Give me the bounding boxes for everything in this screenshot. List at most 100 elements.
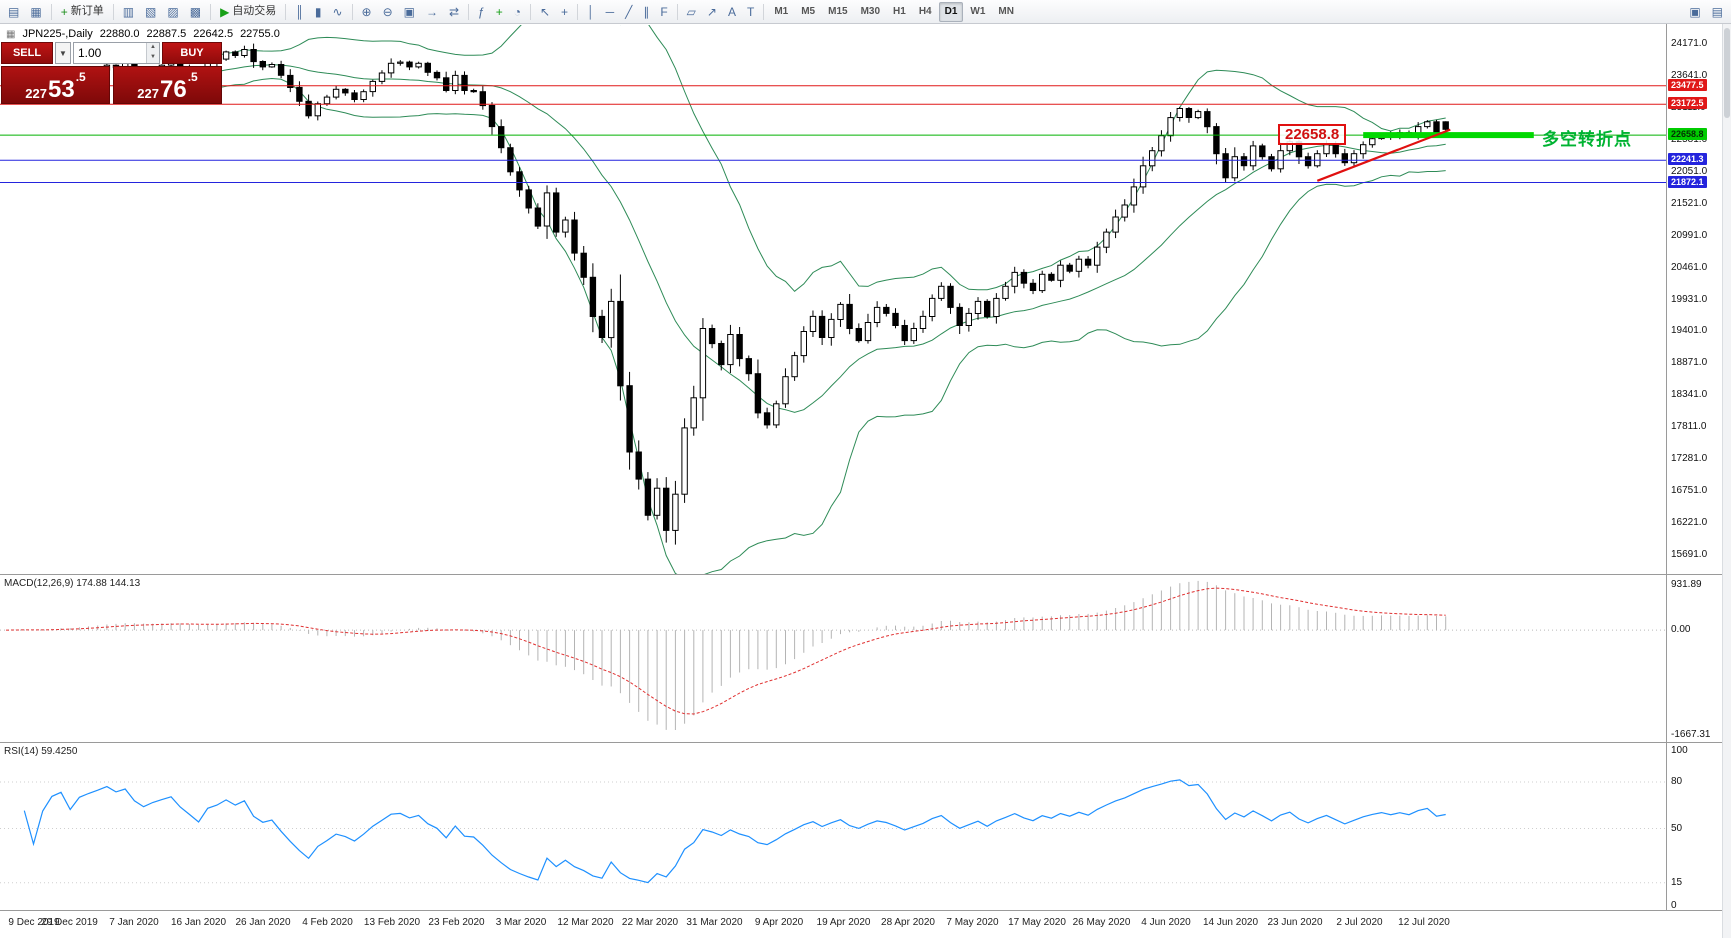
toolbar-separator — [763, 3, 765, 20]
timeframe-m5-button[interactable]: M5 — [801, 5, 816, 17]
buy-price-frac: .5 — [187, 70, 198, 84]
chart-profiles-icon[interactable]: ▦ — [30, 4, 42, 19]
window-list-icon[interactable]: ▤ — [1711, 4, 1723, 19]
volume-field: ▲ ▼ — [73, 42, 160, 64]
timeframe-m30-button[interactable]: M30 — [860, 5, 881, 17]
macd-axis-max-label: 931.89 — [1671, 579, 1702, 590]
vertical-scrollbar[interactable] — [1722, 24, 1731, 938]
autotrading-button[interactable]: ▶ 自动交易 — [220, 4, 277, 19]
toolbar-separator — [468, 3, 470, 20]
date-axis-label: 13 Feb 2020 — [363, 917, 421, 928]
timeframe-m15-button[interactable]: M15 — [828, 5, 848, 17]
price-axis-label: 18341.0 — [1671, 389, 1708, 401]
volume-down-button[interactable]: ▼ — [147, 53, 159, 63]
timeframe-m1-button[interactable]: M1 — [774, 5, 789, 17]
indicators-icon[interactable]: ƒ — [478, 4, 485, 19]
volume-spinner: ▲ ▼ — [146, 43, 159, 63]
price-axis-label: 21521.0 — [1671, 197, 1708, 209]
trend-line[interactable] — [1316, 128, 1451, 182]
vertical-line-icon[interactable]: │ — [587, 4, 595, 19]
date-axis-label: 28 Apr 2020 — [881, 917, 935, 928]
pivot-highlight-bar[interactable] — [1363, 132, 1534, 139]
rsi-indicator-label: RSI(14) 59.4250 — [4, 746, 78, 757]
rsi-axis-label: 80 — [1671, 776, 1683, 787]
macd-signal-line — [5, 587, 1446, 715]
crosshair-icon[interactable]: + — [561, 4, 569, 19]
timeframe-d1-button[interactable]: D1 — [938, 1, 964, 22]
scrollbar-thumb[interactable] — [1724, 28, 1730, 118]
pivot-annotation-text: 多空转折点 — [1542, 130, 1632, 149]
chart-close-value: 22755.0 — [240, 28, 280, 40]
chart-shift-icon[interactable]: ⇄ — [448, 4, 460, 19]
zoom-in-icon[interactable]: ⊕ — [361, 4, 372, 19]
sell-price-big: 53 — [47, 75, 75, 103]
channel-icon[interactable]: ∥ — [643, 4, 650, 19]
new-order-button[interactable]: + 新订单 — [60, 4, 104, 19]
timeframe-w1-button[interactable]: W1 — [970, 5, 986, 17]
sell-price-frac: .5 — [75, 70, 86, 84]
date-axis-label: 19 Apr 2020 — [816, 917, 871, 928]
main-chart-layer — [0, 25, 1666, 574]
trendline-icon[interactable]: ╱ — [625, 4, 633, 19]
timeframe-h1-button[interactable]: H1 — [893, 5, 906, 17]
date-axis-label: 17 May 2020 — [1008, 917, 1066, 928]
text-label-icon[interactable]: T — [746, 4, 755, 19]
rsi-line — [23, 779, 1446, 884]
rsi-axis-label: 0 — [1671, 900, 1677, 911]
text-icon[interactable]: A — [727, 4, 736, 19]
bar-chart-icon[interactable]: ║ — [295, 4, 304, 19]
price-axis-label: 17811.0 — [1671, 421, 1707, 433]
rsi-axis-label: 15 — [1671, 876, 1683, 888]
terminal-icon[interactable]: ▩ — [189, 4, 202, 19]
auto-scroll-icon[interactable]: → — [425, 4, 438, 19]
zoom-out-icon[interactable]: ⊖ — [382, 4, 393, 19]
periods-icon[interactable]: ◔ — [513, 4, 521, 19]
chart-ohlc-header: ▦ JPN225-,Daily 22880.0 22887.5 22642.5 … — [6, 28, 280, 40]
fibonacci-icon[interactable]: F — [660, 4, 668, 19]
horizontal-line-icon[interactable]: ─ — [605, 4, 615, 19]
chart-low-value: 22642.5 — [193, 28, 234, 40]
toolbar-separator — [676, 3, 678, 20]
price-line-marker: 23477.5 — [1668, 78, 1707, 91]
trade-options-dropdown[interactable]: ▼ — [55, 42, 71, 64]
volume-up-button[interactable]: ▲ — [147, 43, 159, 53]
volume-input[interactable] — [74, 43, 146, 63]
macd-axis-zero-label: 0.00 — [1671, 624, 1691, 636]
pivot-price-callout[interactable]: 22658.8 — [1278, 124, 1347, 145]
date-axis-label: 4 Feb 2020 — [302, 917, 353, 928]
arrows-icon[interactable]: ↗ — [706, 4, 717, 19]
one-click-trading-panel: SELL ▼ ▲ ▼ BUY 227 53 .5 227 76 .5 — [1, 42, 222, 104]
navigator-icon[interactable]: ▨ — [167, 4, 179, 19]
buy-price-big: 76 — [159, 75, 187, 103]
price-line-marker: 22658.8 — [1668, 128, 1707, 141]
bollinger-middle-line — [180, 64, 1446, 413]
add-indicator-icon[interactable]: + — [495, 4, 503, 19]
buy-button[interactable]: BUY — [162, 42, 222, 64]
data-window-icon[interactable]: ▧ — [145, 4, 157, 19]
market-watch-icon[interactable]: ▥ — [122, 4, 135, 19]
timeframe-h4-button[interactable]: H4 — [918, 5, 932, 17]
toolbar-separator — [210, 3, 212, 20]
dock-window-icon[interactable]: ▣ — [1689, 4, 1701, 19]
shapes-icon[interactable]: ▱ — [686, 4, 696, 19]
date-axis-label: 14 Jun 2020 — [1202, 917, 1259, 928]
date-axis-label: 12 Jul 2020 — [1398, 917, 1450, 928]
candlestick-chart-icon[interactable]: ▮ — [314, 4, 322, 19]
new-chart-icon[interactable]: ▤ — [8, 4, 20, 19]
sell-button[interactable]: SELL — [1, 42, 53, 64]
tile-windows-icon[interactable]: ▣ — [403, 4, 415, 19]
date-axis-label: 29 Dec 2019 — [41, 917, 98, 928]
toolbar-separator — [285, 3, 287, 20]
timeframe-mn-button[interactable]: MN — [998, 5, 1014, 17]
sell-price-display[interactable]: 227 53 .5 — [1, 66, 110, 104]
price-line-marker: 21872.1 — [1668, 175, 1707, 188]
price-axis-label: 16751.0 — [1671, 485, 1708, 497]
line-chart-icon[interactable]: ∿ — [332, 4, 343, 19]
cursor-icon[interactable]: ↖ — [539, 4, 551, 19]
buy-price-display[interactable]: 227 76 .5 — [113, 66, 222, 104]
rsi-axis-label: 100 — [1671, 745, 1688, 756]
macd-axis-min-label: -1667.31 — [1671, 729, 1711, 740]
rsi-axis-label: 50 — [1671, 822, 1683, 834]
